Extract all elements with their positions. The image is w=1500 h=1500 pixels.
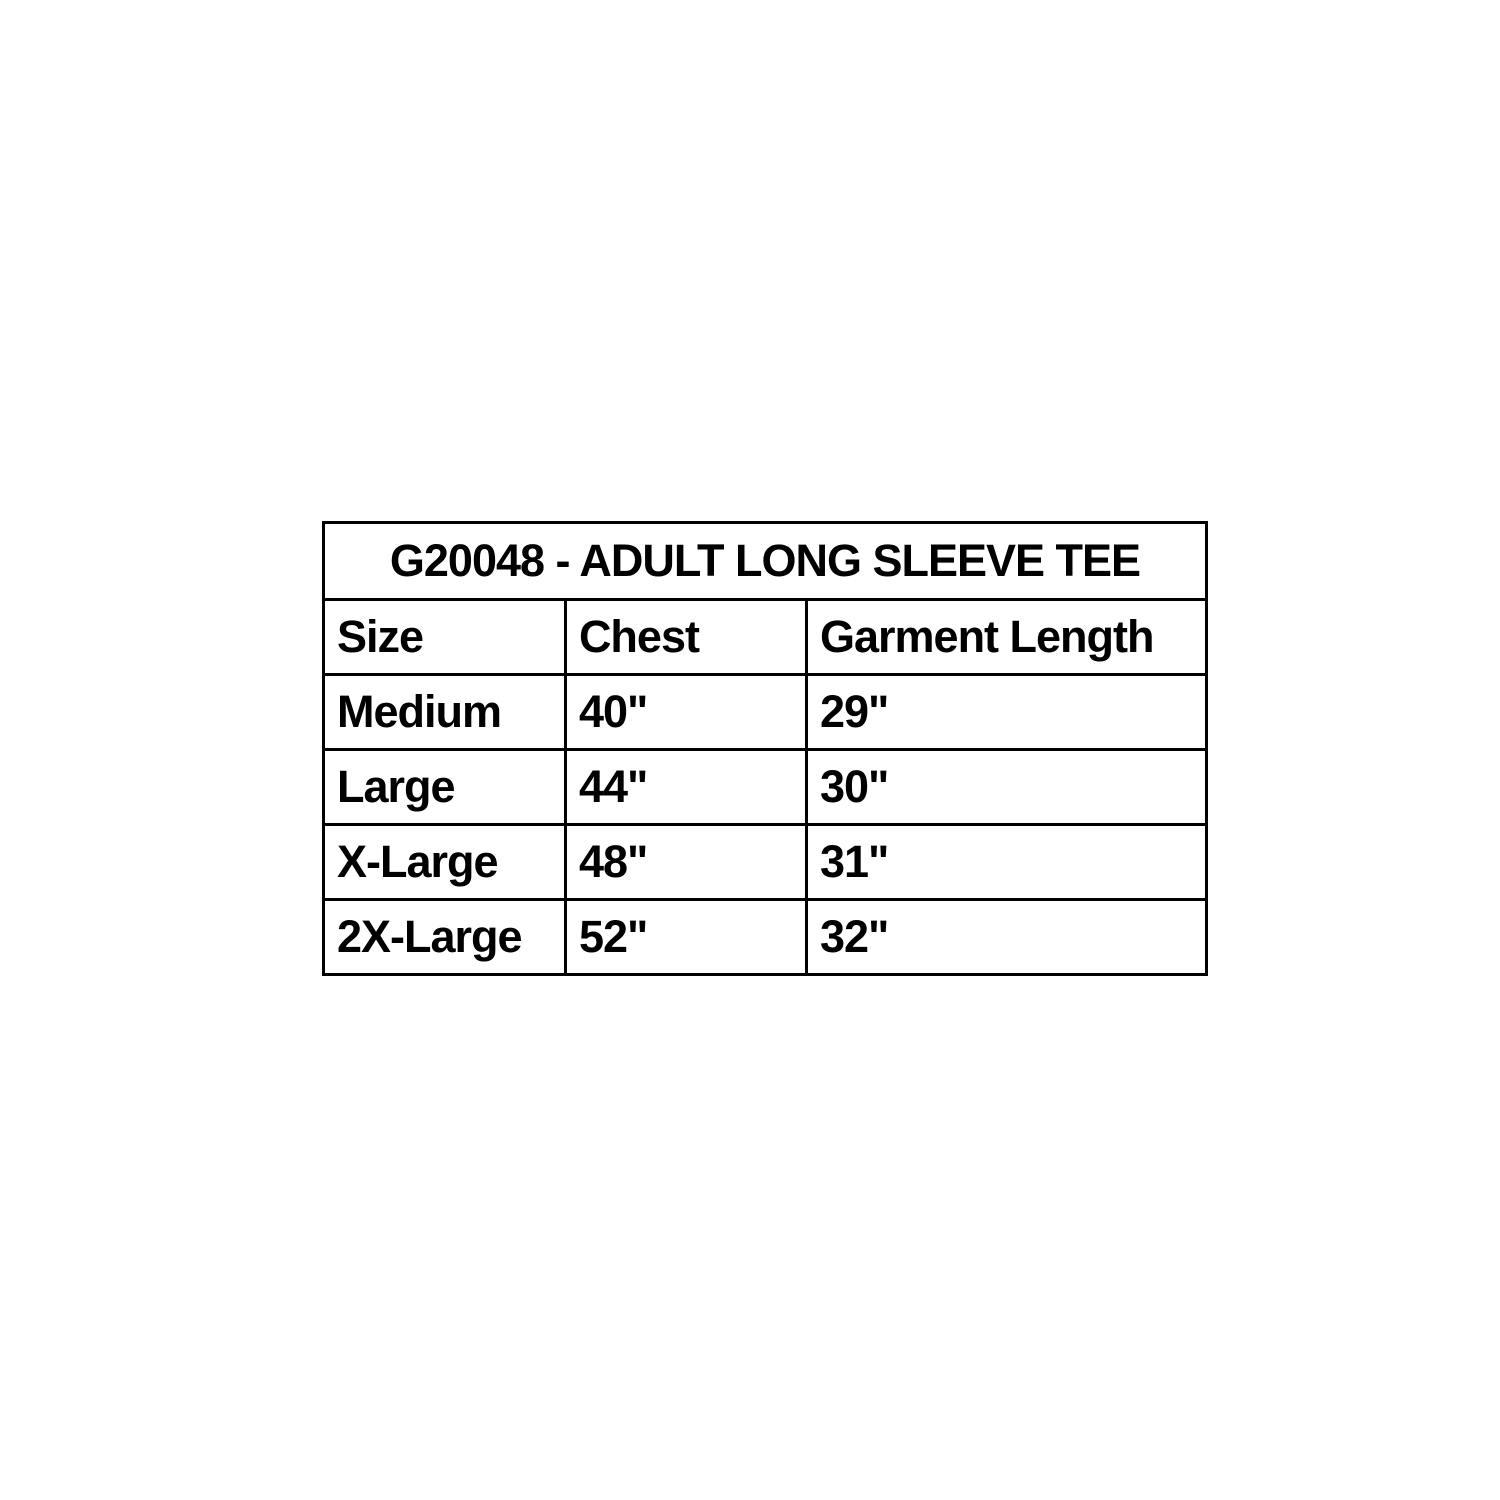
cell-size: Large	[322, 748, 567, 826]
size-chart-table: G20048 - ADULT LONG SLEEVE TEE Size Ches…	[322, 521, 1209, 976]
cell-size: X-Large	[322, 823, 567, 901]
cell-garment-length: 32"	[804, 898, 1209, 976]
cell-garment-length: 29"	[804, 673, 1209, 751]
cell-garment-length: 31"	[804, 823, 1209, 901]
cell-garment-length: 30"	[804, 748, 1209, 826]
table-row: 2X-Large 52" 32"	[322, 898, 1209, 976]
table-row: X-Large 48" 31"	[322, 823, 1209, 901]
cell-chest: 48"	[563, 823, 808, 901]
table-header-row: Size Chest Garment Length	[322, 598, 1209, 676]
cell-size: 2X-Large	[322, 898, 567, 976]
column-header-garment-length: Garment Length	[804, 598, 1209, 676]
table-title: G20048 - ADULT LONG SLEEVE TEE	[322, 521, 1208, 601]
table-title-row: G20048 - ADULT LONG SLEEVE TEE	[322, 521, 1208, 601]
cell-chest: 44"	[563, 748, 808, 826]
column-header-size: Size	[322, 598, 567, 676]
column-header-chest: Chest	[563, 598, 808, 676]
table-row: Large 44" 30"	[322, 748, 1209, 826]
cell-chest: 52"	[563, 898, 808, 976]
cell-chest: 40"	[563, 673, 808, 751]
cell-size: Medium	[322, 673, 567, 751]
table-row: Medium 40" 29"	[322, 673, 1209, 751]
